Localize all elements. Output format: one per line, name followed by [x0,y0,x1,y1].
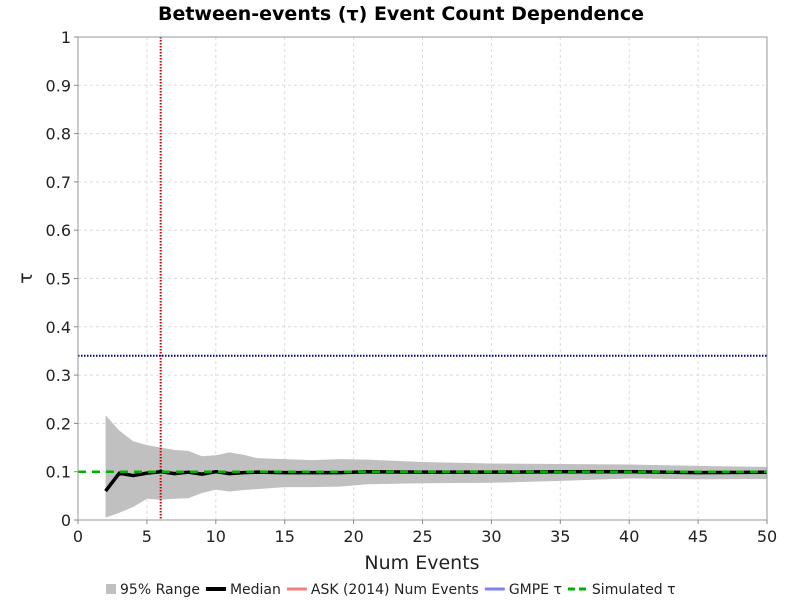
x-tick-label: 35 [550,527,570,546]
x-tick-label: 20 [343,527,363,546]
legend-item-ask-2014-num-events: ASK (2014) Num Events [286,582,479,598]
y-tick-label: 0.7 [46,173,71,192]
x-axis-title: Num Events [364,552,479,574]
legend-label: GMPE τ [509,582,562,598]
legend: 95% Range Median ASK (2014) Num Events GMPE… [106,582,676,598]
x-tick-label: 30 [481,527,501,546]
legend-item-95-range: 95% Range [106,582,200,598]
y-tick-label: 0.5 [46,270,71,289]
y-tick-label: 0 [61,511,71,530]
range-95-band-layer [105,415,767,518]
y-tick-label: 0.9 [46,76,71,95]
x-axis-ticks: 0 5 10 15 20 25 30 35 40 45 50 [73,520,777,546]
y-tick-label: 0.8 [46,125,71,144]
legend-item-simulated: Simulated τ [567,582,676,598]
series-layer [78,37,768,520]
chart-title: Between-events (τ) Event Count Dependenc… [158,3,644,25]
y-tick-label: 1 [61,28,71,47]
x-tick-label: 5 [142,527,152,546]
legend-label: 95% Range [120,582,200,598]
x-tick-label: 0 [73,527,83,546]
y-axis-ticks: 0 0.1 0.2 0.3 0.4 0.5 0.6 0.7 0.8 0.9 1 [46,28,78,530]
y-tick-label: 0.4 [46,318,71,337]
legend-label: ASK (2014) Num Events [311,582,479,598]
legend-item-gmpe: GMPE τ [484,582,562,598]
legend-item-median: Median [205,582,281,598]
y-tick-label: 0.3 [46,366,71,385]
x-tick-label: 40 [619,527,639,546]
y-tick-label: 0.1 [46,463,71,482]
y-tick-label: 0.2 [46,414,71,433]
range-95-band [105,415,767,518]
x-tick-label: 10 [206,527,226,546]
x-tick-label: 45 [688,527,708,546]
x-tick-label: 25 [412,527,432,546]
y-tick-label: 0.6 [46,221,71,240]
legend-label: Simulated τ [592,582,676,598]
legend-label: Median [230,582,281,598]
x-tick-label: 15 [275,527,295,546]
y-axis-title: τ [15,272,37,283]
x-tick-label: 50 [757,527,777,546]
grid-lines [77,36,768,521]
legend-swatch [106,584,116,594]
